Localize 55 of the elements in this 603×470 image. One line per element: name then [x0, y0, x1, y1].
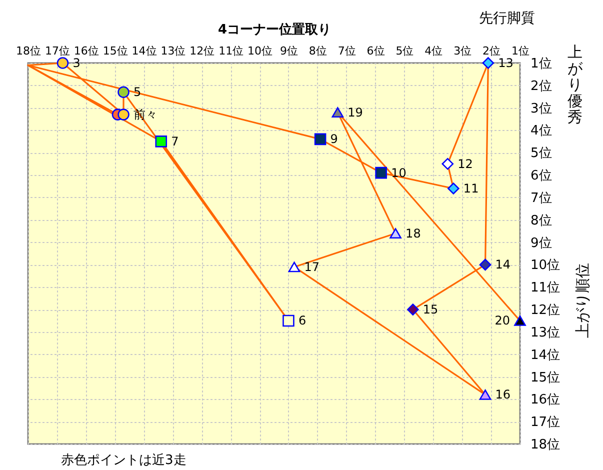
x-tick-label: 8位 — [308, 44, 327, 58]
y-tick-label: 15位 — [530, 370, 560, 386]
y-tick-label: 4位 — [530, 124, 552, 139]
x-tick-label: 15位 — [102, 44, 128, 58]
annotation: 14 — [495, 258, 511, 272]
x-tick-label: 1位 — [512, 44, 530, 58]
annotation: 16 — [495, 388, 511, 402]
annotation: 7 — [171, 134, 179, 148]
y-tick-label: 11位 — [530, 280, 560, 296]
annotation: 17 — [304, 260, 320, 274]
annotation: 12 — [458, 156, 473, 171]
x-tick-label: 3位 — [454, 44, 472, 58]
y-tick-label: 3位 — [530, 101, 552, 116]
y-tick-label: 9位 — [530, 236, 552, 251]
y-tick-label: 12位 — [530, 303, 560, 318]
text: 上がり優秀 — [568, 43, 584, 126]
x-tick-label: 11位 — [218, 44, 244, 58]
text: 先行脚質 — [479, 10, 535, 26]
annotation: 19 — [348, 105, 363, 120]
x-tick-label: 18位 — [16, 44, 41, 58]
annotation: 3 — [72, 56, 80, 70]
x-tick-label: 7位 — [338, 44, 356, 58]
x-tick-label: 12位 — [190, 44, 215, 58]
x-tick-label: 17位 — [44, 44, 70, 58]
annotation: 20 — [494, 314, 510, 328]
x-tick-label: 16位 — [74, 44, 99, 58]
annotation: 9 — [330, 132, 338, 146]
y-tick-label: 2位 — [530, 78, 552, 94]
y-tick-label: 7位 — [530, 190, 552, 206]
y-tick-label: 8位 — [530, 213, 552, 228]
text: 赤色ポイントは近3走 — [61, 453, 186, 468]
y-tick-label: 17位 — [530, 415, 560, 430]
x-tick-label: 4位 — [424, 44, 443, 58]
x-tick-label: 9位 — [280, 44, 298, 58]
annotation: 11 — [463, 182, 479, 196]
y-tick-label: 16位 — [530, 392, 560, 408]
y-tick-label: 1位 — [530, 56, 552, 72]
annotation: 6 — [298, 314, 306, 328]
x-axis-title: 4コーナー位置取り — [218, 22, 332, 38]
annotation: 18 — [406, 226, 421, 240]
y-tick-label: 18位 — [530, 438, 560, 452]
x-tick-label: 2位 — [482, 44, 501, 58]
y-tick-label: 14位 — [530, 348, 560, 363]
y-tick-label: 6位 — [530, 168, 552, 184]
annotation: 15 — [422, 302, 438, 317]
x-tick-label: 14位 — [132, 44, 157, 58]
x-tick-label: 10位 — [248, 44, 273, 58]
y-tick-label: 10位 — [530, 258, 560, 274]
x-tick-label: 5位 — [396, 44, 414, 58]
y-axis-title: 上がり順位 — [574, 263, 592, 338]
x-tick-label: 13位 — [160, 44, 186, 58]
y-tick-label: 13位 — [530, 325, 560, 340]
x-tick-label: 6位 — [366, 44, 385, 58]
y-tick-label: 5位 — [530, 146, 552, 162]
annotation: 13 — [498, 56, 514, 70]
